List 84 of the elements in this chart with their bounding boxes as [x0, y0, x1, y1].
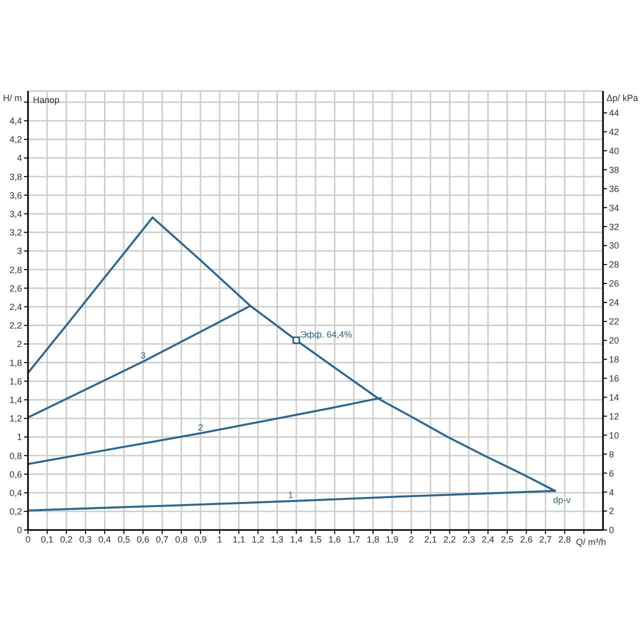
- x-tick-label: 1,6: [328, 534, 341, 544]
- x-tick-label: 0,9: [194, 534, 207, 544]
- y-tick-label: 2: [16, 339, 22, 350]
- y-tick-label: 3,8: [9, 172, 22, 182]
- y2-tick-label: 16: [609, 373, 620, 384]
- y-axis-title: H/ m: [3, 93, 22, 103]
- x-tick-label: 0,5: [118, 534, 130, 544]
- x-tick-label: 1: [217, 534, 222, 544]
- y2-tick-label: 32: [609, 222, 620, 232]
- y2-tick-label: 10: [609, 430, 620, 440]
- y-tick-label: 0,2: [9, 506, 22, 517]
- y-tick-label: 3,6: [9, 190, 22, 200]
- x-tick-label: 1,3: [270, 534, 284, 544]
- x-tick-label: 0,2: [60, 534, 73, 544]
- x-tick-label: 2,3: [462, 534, 476, 544]
- x-tick-label: 2,8: [558, 534, 571, 544]
- y2-tick-label: 22: [609, 316, 620, 327]
- y-tick-label: 1,4: [9, 394, 22, 405]
- y2-tick-label: 30: [609, 240, 620, 251]
- y2-tick-label: 18: [609, 354, 620, 365]
- y-tick-label: 3,2: [9, 228, 22, 238]
- y2-tick-label: 28: [609, 260, 620, 270]
- x-tick-label: 1,7: [348, 534, 360, 544]
- y-tick-label: 3,4: [9, 208, 22, 219]
- x-tick-label: 1,9: [386, 534, 398, 544]
- y-tick-label: 2,2: [9, 320, 22, 331]
- series-label: 3: [140, 350, 146, 361]
- y2-tick-label: 42: [609, 126, 620, 137]
- series-label: 1: [288, 490, 294, 500]
- y2-tick-label: 38: [609, 164, 620, 175]
- y2-tick-label: 44: [609, 108, 620, 118]
- x-tick-label: 2,6: [520, 534, 533, 544]
- x-tick-label: 2: [408, 534, 414, 544]
- y2-tick-label: 2: [609, 506, 614, 516]
- y2-tick-label: 36: [609, 184, 620, 194]
- y2-tick-label: 14: [609, 392, 620, 402]
- y-tick-label: 4,2: [9, 134, 22, 145]
- y-tick-label: 1: [16, 432, 22, 442]
- y2-tick-label: 4: [609, 487, 614, 498]
- x-tick-label: 1,8: [366, 534, 380, 544]
- y2-tick-label: 26: [609, 278, 620, 289]
- annotation: dp-v: [553, 494, 572, 505]
- y2-tick-label: 8: [609, 449, 614, 460]
- x-tick-label: 0,8: [175, 534, 188, 544]
- x-tick-label: 1,5: [309, 534, 322, 544]
- x-tick-label: 2,1: [424, 534, 437, 544]
- y2-tick-label: 12: [609, 411, 620, 422]
- y-tick-label: 4,4: [9, 116, 22, 126]
- y-tick-label: 0: [16, 525, 22, 536]
- y-tick-label: 4: [16, 153, 22, 164]
- annotation: Эфф. 64,4%: [300, 329, 352, 340]
- y-tick-label: 2,8: [9, 264, 22, 275]
- series-label: 2: [198, 422, 204, 432]
- y2-tick-label: 24: [609, 298, 620, 308]
- x-tick-label: 2,2: [443, 534, 456, 544]
- x-tick-label: 1,2: [252, 534, 264, 544]
- y-tick-label: 1,2: [9, 414, 22, 424]
- y2-tick-label: 6: [609, 468, 614, 478]
- x-tick-label: 2,5: [500, 534, 514, 544]
- y-tick-label: 0,4: [9, 488, 22, 498]
- x-tick-label: 0: [25, 534, 31, 544]
- y2-tick-label: 34: [609, 202, 620, 213]
- y-tick-label: 3: [16, 246, 22, 256]
- y2-axis-title: Δp/ kPa: [606, 93, 638, 103]
- y-tick-label: 0,6: [9, 469, 22, 480]
- x-tick-label: 0,6: [136, 534, 150, 544]
- y2-tick-label: 0: [609, 525, 614, 536]
- x-tick-label: 2,7: [539, 534, 552, 544]
- x-tick-label: 2,4: [482, 534, 494, 544]
- x-tick-label: 0,1: [40, 534, 54, 544]
- x-tick-label: 0,3: [79, 534, 92, 544]
- x-tick-label: 0,4: [98, 534, 111, 544]
- x-tick-label: 1,1: [232, 534, 246, 544]
- x-tick-label: 1,4: [290, 534, 303, 544]
- y2-tick-label: 40: [609, 146, 620, 156]
- annotation: Напор: [33, 95, 60, 105]
- y-tick-label: 1,8: [9, 358, 22, 368]
- y-tick-label: 0,8: [9, 450, 22, 461]
- y-tick-label: 1,6: [9, 376, 22, 386]
- y-tick-label: 2,6: [9, 283, 22, 294]
- x-tick-label: 0,7: [156, 534, 168, 544]
- y-tick-label: 2,4: [9, 302, 22, 312]
- x-axis-title: Q/ m³/h: [576, 537, 606, 547]
- y2-tick-label: 20: [609, 336, 620, 346]
